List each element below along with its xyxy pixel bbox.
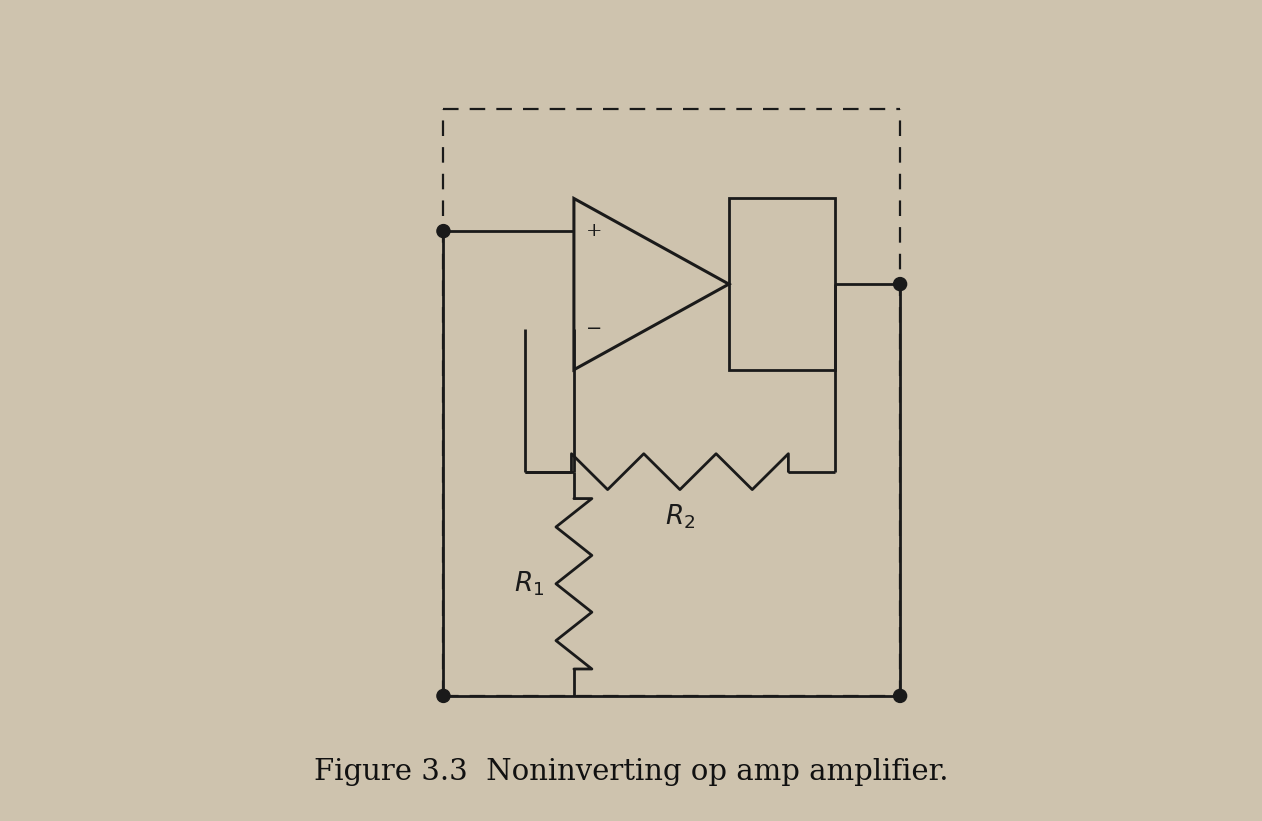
Circle shape (893, 277, 906, 291)
Text: +: + (586, 222, 602, 240)
Circle shape (437, 225, 451, 237)
Text: $R_2$: $R_2$ (665, 502, 695, 530)
Text: $R_1$: $R_1$ (514, 570, 544, 598)
Circle shape (893, 690, 906, 703)
Text: Figure 3.3  Noninverting op amp amplifier.: Figure 3.3 Noninverting op amp amplifier… (314, 758, 948, 786)
Text: −: − (586, 320, 602, 338)
Bar (729, 199, 835, 369)
Circle shape (437, 690, 451, 703)
